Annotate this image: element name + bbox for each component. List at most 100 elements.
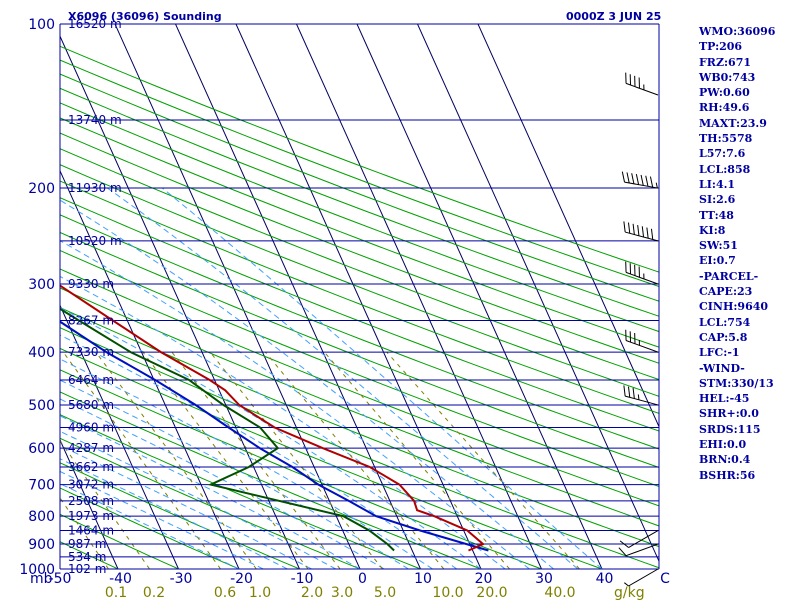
dry-adiabat-line	[60, 249, 659, 487]
height-label: 2508 m	[68, 494, 114, 508]
profile-lines	[60, 284, 489, 552]
wind-barb	[625, 72, 659, 96]
stat-item: KI:8	[699, 223, 726, 237]
mixing-ratio-label: 20.0	[476, 585, 507, 600]
dry-adiabat-line	[60, 164, 659, 397]
pressure-tick-label: 200	[28, 181, 55, 197]
wind-barb	[619, 530, 659, 548]
stat-item: EI:0.7	[699, 254, 736, 268]
wind-barb-staff	[625, 271, 659, 285]
pressure-tick-label: 100	[28, 17, 55, 33]
mixing-ratio-line	[142, 351, 309, 569]
dry-adiabat-line	[60, 197, 659, 432]
dry-adiabat-line	[60, 59, 659, 288]
stat-item: SRDS:115	[699, 422, 761, 436]
wind-barb-flag	[632, 387, 635, 399]
temperature-tick-label: 30	[535, 571, 553, 587]
isotherm-line	[60, 438, 119, 569]
height-label: 1464 m	[68, 524, 114, 538]
height-label: 987 m	[68, 537, 106, 551]
stat-item: LCL:858	[699, 162, 751, 176]
stat-item: WMO:36096	[699, 25, 776, 38]
dry-adiabat-line	[60, 87, 659, 317]
isotherm-line	[356, 24, 603, 569]
height-label: 1973 m	[68, 509, 114, 523]
temperature-tick-label: 0	[358, 571, 367, 587]
wind-barb-staff	[625, 543, 659, 557]
mixing-ratio-label: 0.1	[105, 585, 127, 600]
stat-item: LCL:754	[699, 315, 751, 329]
height-label: 102 m	[68, 562, 106, 576]
height-label: 9330 m	[68, 277, 114, 291]
stat-item: SHR+:0.0	[699, 407, 759, 421]
dry-adiabat-line	[60, 117, 659, 348]
stat-item: FRZ:671	[699, 55, 752, 69]
stat-item: RH:49.6	[699, 101, 750, 115]
wind-barb-flag	[623, 385, 626, 397]
wind-barb-half-flag	[655, 182, 658, 189]
dry-adiabat-line	[60, 287, 659, 527]
pressure-unit-label: mb	[30, 571, 53, 587]
wind-barb	[623, 385, 659, 406]
dry-adiabat-line	[60, 102, 659, 333]
height-label: 5680 m	[68, 398, 114, 412]
stat-item: TH:5578	[699, 132, 753, 146]
isotherm-line	[60, 304, 179, 569]
dry-adiabat-line	[60, 180, 659, 414]
isobar-lines	[60, 23, 659, 570]
dry-adiabat-line	[60, 45, 659, 273]
temperature-tick-label: -40	[109, 571, 132, 587]
wind-barb-staff	[628, 568, 659, 587]
wind-barb-flag	[626, 172, 630, 184]
wind-barb	[621, 171, 659, 189]
parcel-line	[60, 320, 489, 552]
pressure-tick-label: 1000	[19, 562, 55, 578]
moist-adiabat-line	[60, 240, 530, 569]
stat-item: STM:330/13	[699, 376, 774, 390]
stat-item: SI:2.6	[699, 193, 736, 207]
wind-barb-staff	[625, 82, 659, 96]
mixing-ratio-line	[209, 351, 383, 569]
dry-adiabat-line	[60, 148, 659, 381]
dry-adiabat-line	[60, 268, 659, 507]
stat-item: -WIND-	[699, 361, 745, 375]
pressure-tick-label: 600	[28, 441, 55, 457]
moist-adiabat-line	[60, 379, 409, 569]
isotherm-line	[417, 24, 659, 563]
isotherm-line	[60, 35, 300, 569]
temperature-tick-label: C	[660, 571, 670, 587]
wind-barb-flag	[619, 540, 629, 548]
stat-item: LI:4.1	[699, 177, 736, 191]
height-label: 7330 m	[68, 345, 114, 359]
wind-barb	[624, 568, 659, 587]
wind-barbs	[618, 72, 659, 587]
pressure-tick-label: 700	[28, 478, 55, 494]
height-label: 3072 m	[68, 478, 114, 492]
wind-barb	[625, 329, 659, 353]
wind-barb-staff	[624, 181, 659, 189]
temperature-tick-label: -50	[49, 571, 72, 587]
stat-item: CINH:9640	[699, 300, 769, 314]
stat-item: SW:51	[699, 239, 738, 253]
stat-item: L57:7.6	[699, 147, 746, 161]
stat-item: MAXT:23.9	[699, 116, 767, 130]
wind-barb-flag	[627, 386, 631, 398]
temperature-tick-label: 40	[596, 571, 614, 587]
wind-barb-flag	[618, 547, 627, 557]
wind-barb-flag	[637, 225, 640, 236]
wind-barb-flag	[645, 175, 649, 187]
stat-item: -PARCEL-	[699, 269, 759, 283]
height-label: 10520 m	[68, 234, 122, 248]
dry-adiabat-line	[60, 132, 659, 364]
wind-barb	[618, 543, 659, 557]
mixing-ratio-line	[386, 351, 580, 569]
wind-barb-flag	[623, 221, 626, 233]
wind-barb	[623, 221, 659, 242]
pressure-tick-label: 300	[28, 277, 55, 293]
stat-item: BRN:0.4	[699, 453, 751, 467]
height-label: 534 m	[68, 550, 106, 564]
stats-panel: WMO:36096 TP:206 FRZ:671 WB0:743 PW:0.60 RH:4…	[699, 24, 775, 483]
stat-item: HEL:-45	[699, 392, 750, 406]
wind-barb-flag	[632, 223, 635, 235]
